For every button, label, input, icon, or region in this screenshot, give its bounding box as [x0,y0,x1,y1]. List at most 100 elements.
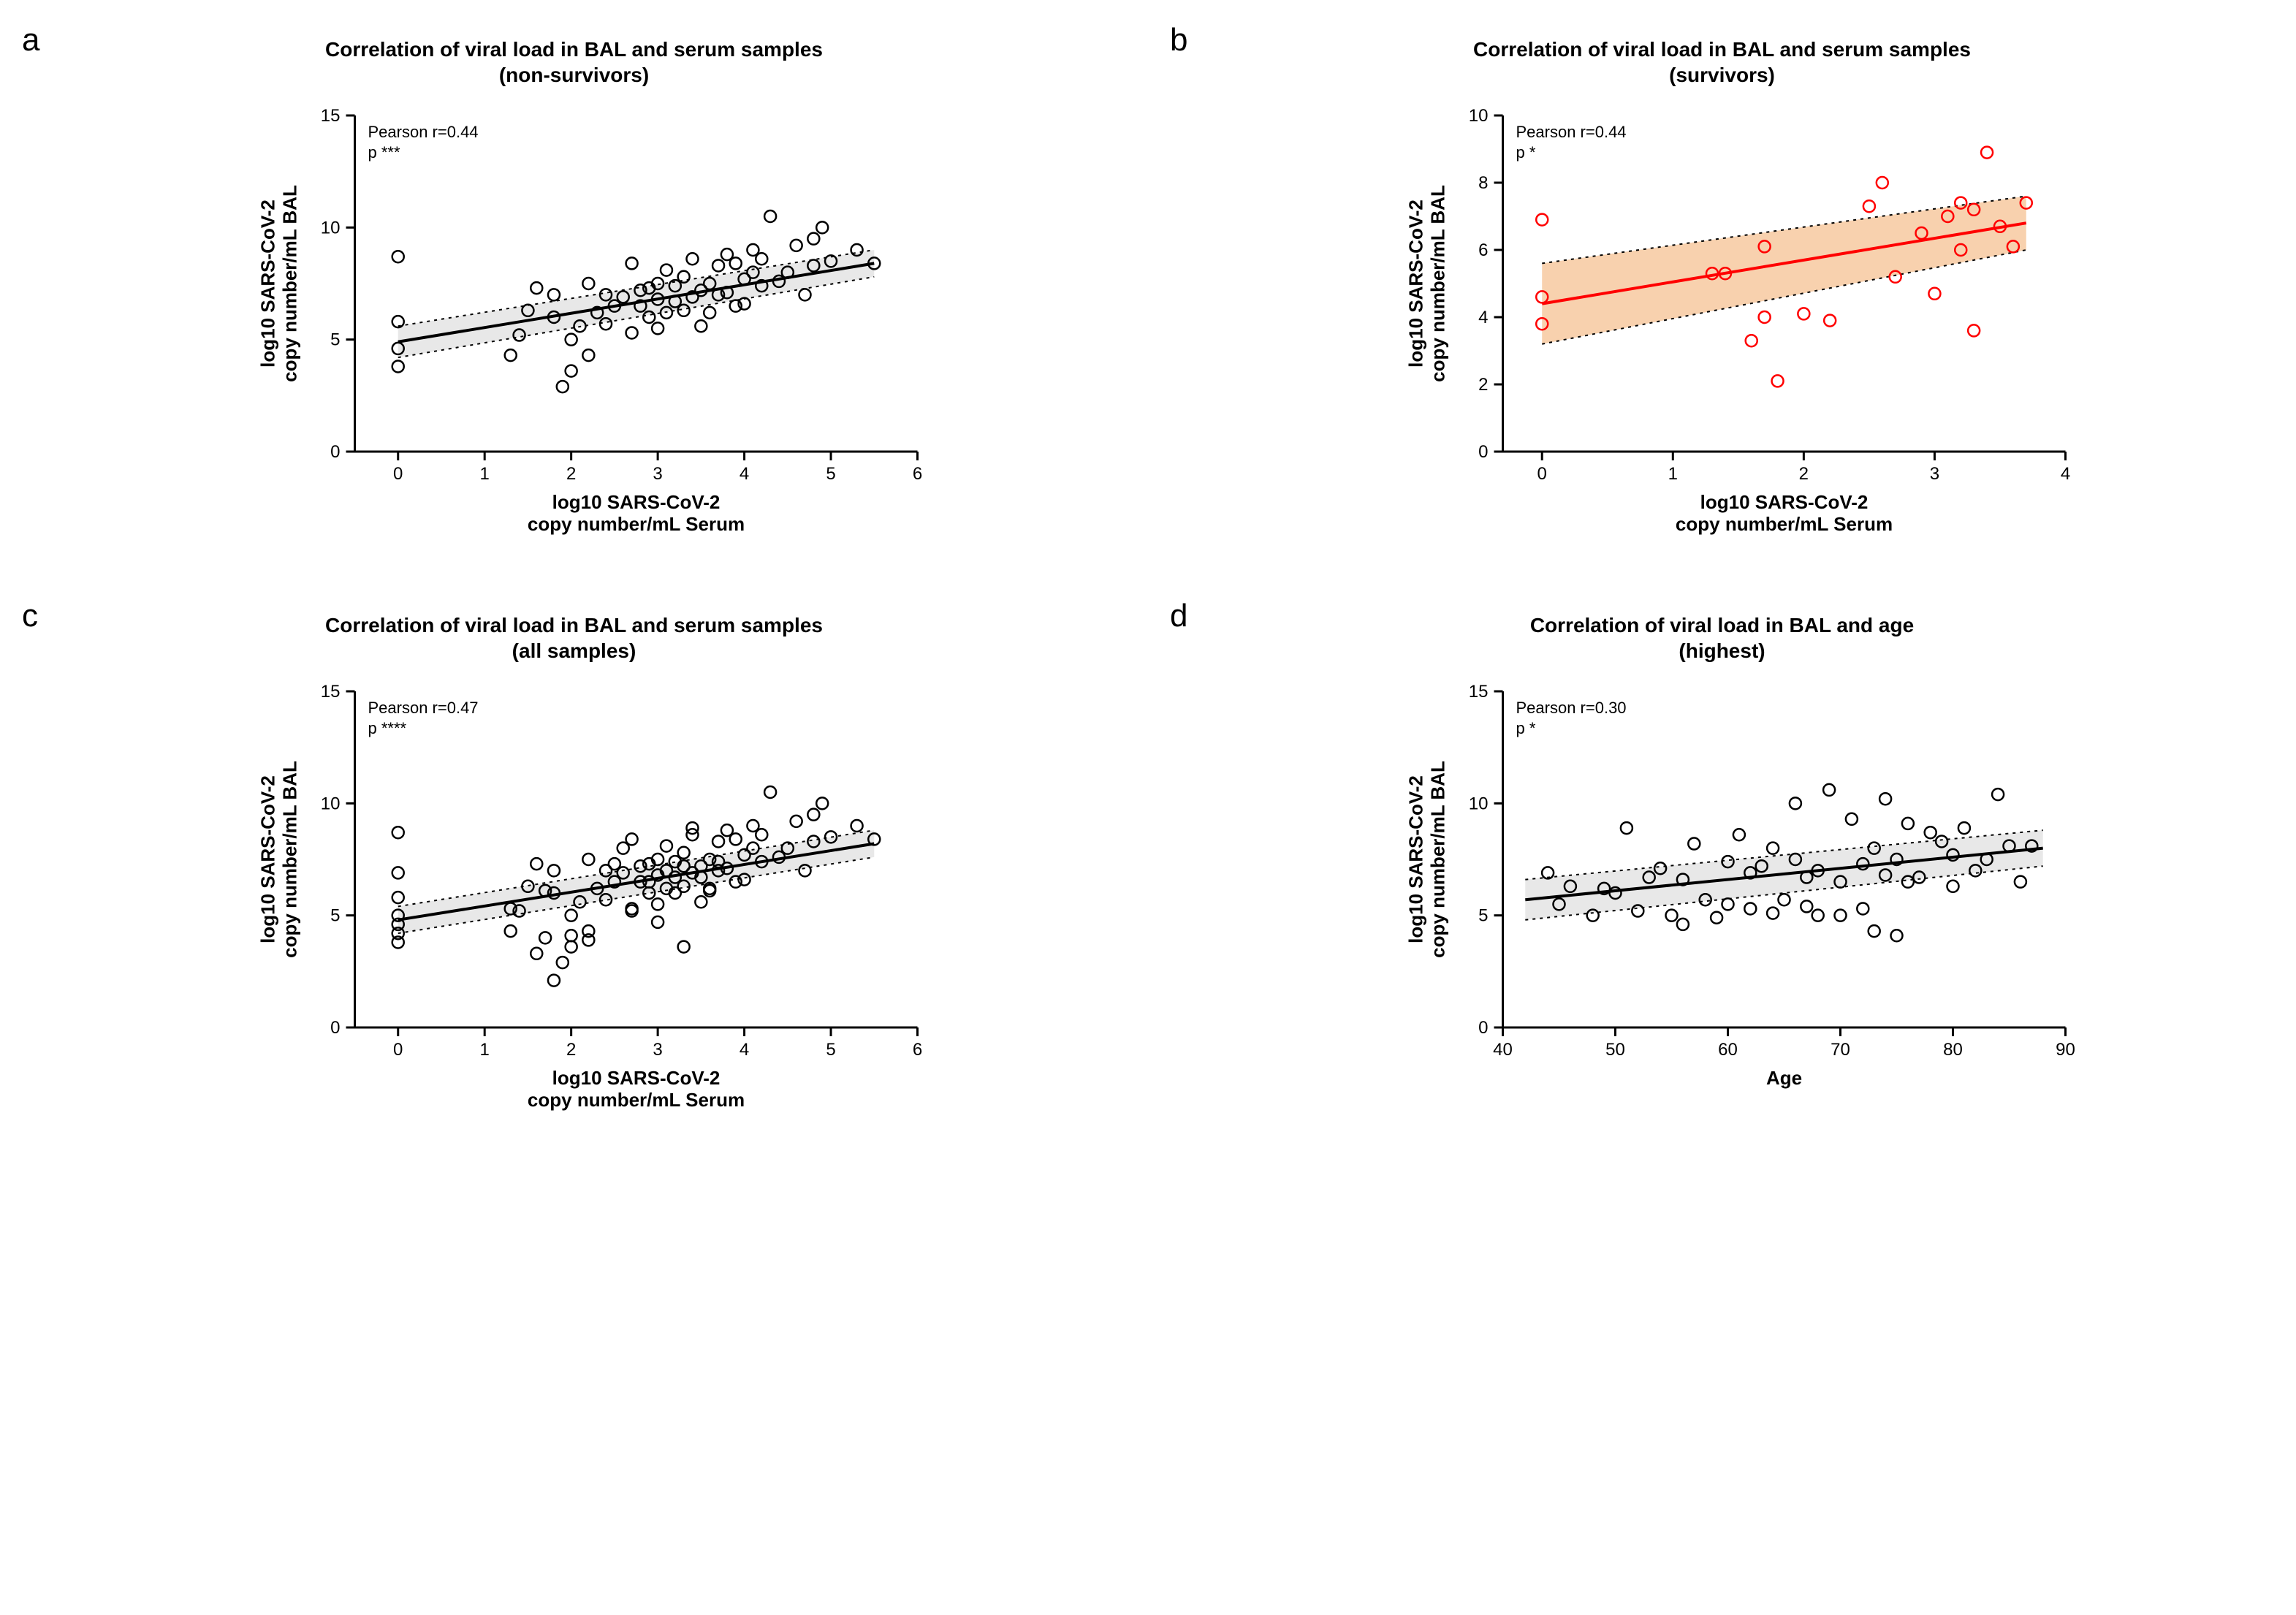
data-point [582,278,594,289]
x-tick-label: 50 [1605,1040,1625,1060]
x-axis-label: log10 SARS-CoV-2copy number/mL Serum [528,1067,745,1111]
panel-letter: c [22,598,38,634]
data-point [582,925,594,937]
x-axis-label: log10 SARS-CoV-2copy number/mL Serum [1676,491,1893,535]
stat-pearson: Pearson r=0.44 [368,123,479,141]
x-tick-label: 0 [1537,464,1547,484]
data-point [566,334,577,346]
x-tick-label: 4 [740,1040,749,1060]
chart-frame: 0123456051015log10 SARS-CoV-2copy number… [29,669,1119,1137]
data-point [712,259,724,271]
data-point [1767,908,1779,919]
data-point [764,786,776,798]
x-axis-label: Age [1766,1067,1802,1089]
data-point [1722,898,1734,910]
y-axis-label: log10 SARS-CoV-2copy number/mL BAL [1405,761,1449,958]
x-tick-label: 5 [826,1040,835,1060]
data-point [1902,818,1914,829]
data-point [1772,375,1784,387]
data-point [704,307,715,319]
chart-frame: 012340246810log10 SARS-CoV-2copy number/… [1177,94,2267,561]
data-point [531,858,542,870]
data-point [548,289,560,300]
data-point [531,282,542,294]
y-tick-label: 5 [330,330,340,350]
stat-pearson: Pearson r=0.30 [1516,699,1627,717]
y-tick-label: 10 [321,794,341,813]
data-point [1666,910,1678,922]
chart-frame: 0123456051015log10 SARS-CoV-2copy number… [29,94,1119,561]
data-point [695,320,707,332]
x-tick-label: 80 [1943,1040,1963,1060]
data-point [661,265,672,276]
data-point [756,253,767,265]
data-point [730,257,742,269]
data-point [1863,200,1875,212]
data-point [799,289,811,300]
y-tick-label: 10 [321,218,341,238]
data-point [1968,324,1980,336]
y-tick-label: 5 [330,906,340,926]
data-point [678,847,690,859]
x-tick-label: 1 [1668,464,1678,484]
x-tick-label: 3 [1930,464,1939,484]
data-point [791,816,802,827]
data-point [1711,912,1722,924]
x-tick-label: 5 [826,464,835,484]
data-point [1846,813,1858,825]
x-tick-label: 1 [480,1040,490,1060]
data-point [566,930,577,941]
data-point [661,840,672,852]
x-axis-label: log10 SARS-CoV-2copy number/mL Serum [528,491,745,535]
scatter-plot: 0123456051015log10 SARS-CoV-2copy number… [29,94,1119,561]
data-point [392,826,404,838]
data-point [566,941,577,953]
data-point [1798,308,1809,319]
x-tick-label: 0 [393,464,403,484]
data-point [392,360,404,372]
data-point [557,957,569,968]
data-point [505,925,517,937]
data-point [756,829,767,840]
panel-title: Correlation of viral load in BAL and age… [1206,612,2238,664]
data-point [1621,822,1632,834]
data-point [557,381,569,392]
data-point [548,975,560,987]
data-point [1688,838,1700,850]
x-tick-label: 70 [1831,1040,1850,1060]
data-point [531,948,542,960]
data-point [1857,902,1869,914]
scatter-plot: 0123456051015log10 SARS-CoV-2copy number… [29,669,1119,1137]
panel-title: Correlation of viral load in BAL and ser… [1206,37,2238,88]
data-point [1790,797,1801,809]
data-point [1958,822,1970,834]
y-tick-label: 5 [1478,906,1488,926]
data-point [791,240,802,251]
data-point [1925,826,1936,838]
x-tick-label: 6 [913,1040,922,1060]
data-point [392,892,404,903]
x-tick-label: 60 [1718,1040,1738,1060]
data-point [1824,315,1836,327]
data-point [566,365,577,377]
data-point [539,932,551,943]
panel-b: bCorrelation of viral load in BAL and se… [1177,29,2267,561]
y-tick-label: 6 [1478,240,1488,260]
panel-d: dCorrelation of viral load in BAL and ag… [1177,605,2267,1137]
data-point [816,797,828,809]
data-point [712,835,724,847]
x-tick-label: 3 [653,1040,662,1060]
stat-pearson: Pearson r=0.47 [368,699,479,717]
y-tick-label: 0 [330,1018,340,1038]
data-point [1877,177,1888,189]
data-point [807,809,819,821]
data-point [626,257,638,269]
data-point [1812,910,1824,922]
chart-frame: 405060708090051015Agelog10 SARS-CoV-2cop… [1177,669,2267,1137]
data-point [392,867,404,878]
y-tick-label: 0 [330,442,340,462]
data-point [807,233,819,245]
stat-pvalue: p **** [368,719,407,737]
data-point [1801,900,1812,912]
data-point [582,349,594,361]
